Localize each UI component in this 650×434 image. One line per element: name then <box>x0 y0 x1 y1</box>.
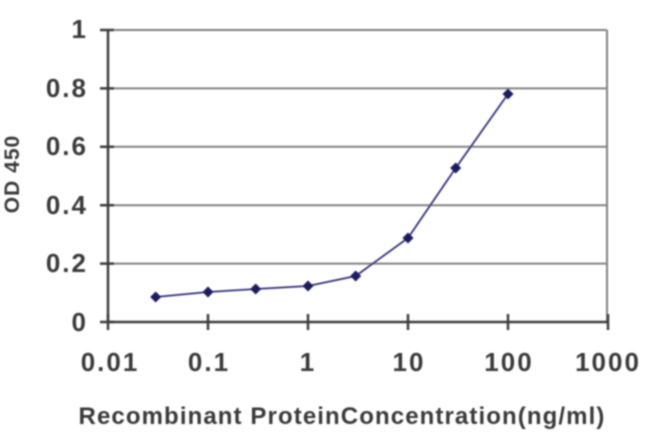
svg-text:OD 450: OD 450 <box>1 135 24 213</box>
svg-text:0.01: 0.01 <box>81 347 140 377</box>
svg-text:0.8: 0.8 <box>46 73 88 103</box>
svg-text:0.6: 0.6 <box>46 131 88 161</box>
svg-text:Recombinant ProteinConcentrati: Recombinant ProteinConcentration(ng/ml) <box>79 403 606 430</box>
svg-text:1: 1 <box>300 347 316 377</box>
svg-text:100: 100 <box>484 347 533 377</box>
svg-text:10: 10 <box>393 347 426 377</box>
svg-text:1000: 1000 <box>575 347 641 377</box>
svg-text:0.2: 0.2 <box>46 248 88 278</box>
svg-text:0: 0 <box>72 307 88 337</box>
svg-text:0.1: 0.1 <box>188 347 230 377</box>
svg-text:0.4: 0.4 <box>46 190 88 220</box>
svg-text:1: 1 <box>72 14 88 44</box>
